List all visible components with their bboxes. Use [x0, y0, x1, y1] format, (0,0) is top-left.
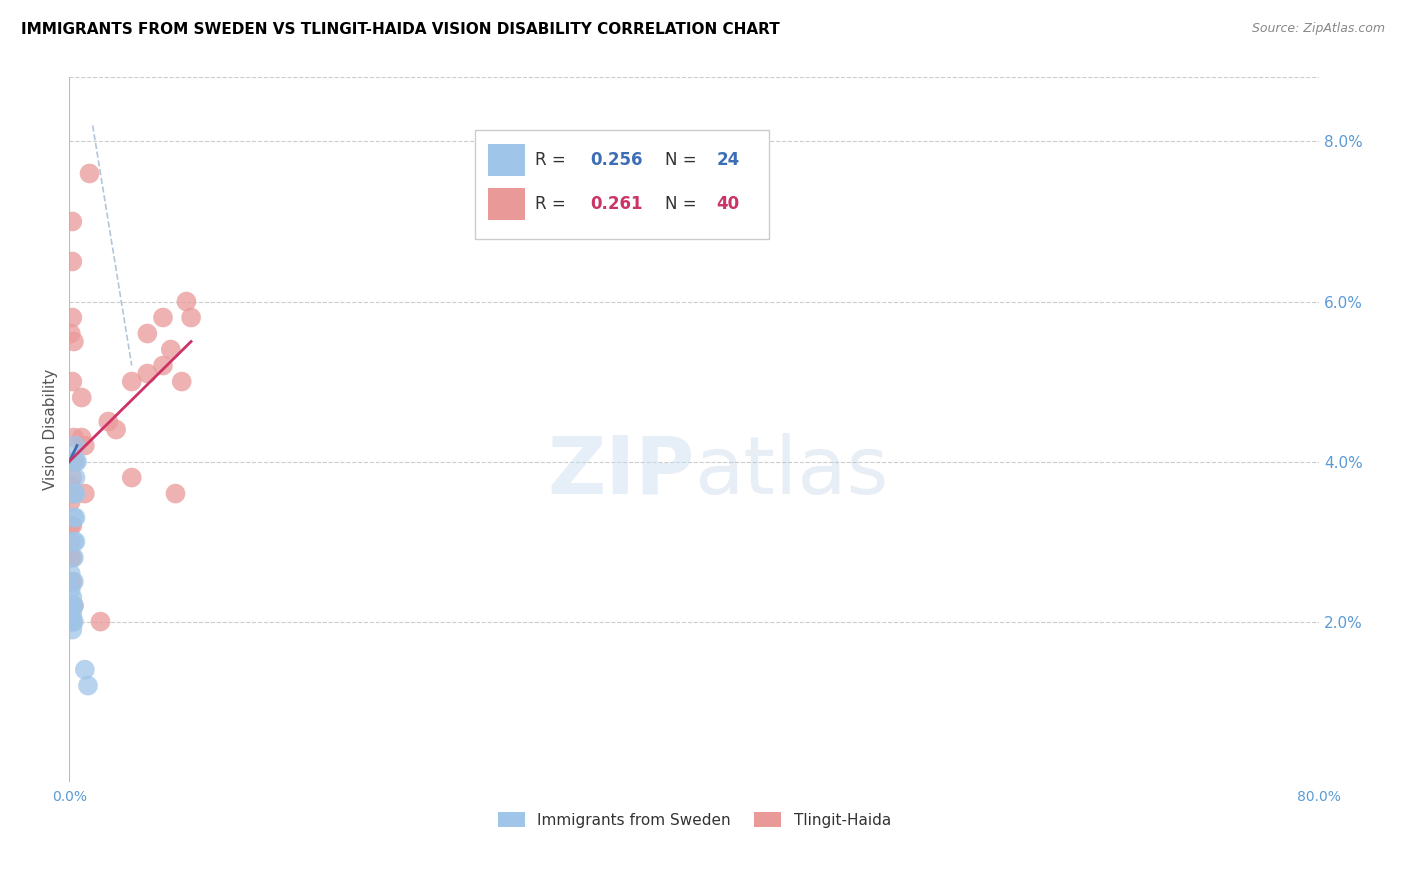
Text: R =: R = — [536, 152, 571, 169]
Text: IMMIGRANTS FROM SWEDEN VS TLINGIT-HAIDA VISION DISABILITY CORRELATION CHART: IMMIGRANTS FROM SWEDEN VS TLINGIT-HAIDA … — [21, 22, 780, 37]
Point — [105, 423, 128, 437]
Point — [70, 431, 93, 445]
Point — [59, 566, 82, 581]
Point — [59, 574, 82, 589]
Point — [59, 534, 82, 549]
Point — [60, 599, 83, 613]
Text: 40: 40 — [717, 195, 740, 213]
Text: N =: N = — [665, 152, 703, 169]
Point — [60, 470, 83, 484]
Point — [63, 334, 86, 349]
Point — [63, 550, 86, 565]
Text: Source: ZipAtlas.com: Source: ZipAtlas.com — [1251, 22, 1385, 36]
Point — [63, 599, 86, 613]
Point — [170, 375, 193, 389]
Text: 24: 24 — [717, 152, 740, 169]
Point — [60, 607, 83, 621]
Point — [59, 599, 82, 613]
Text: ZIP: ZIP — [547, 433, 695, 511]
Point — [63, 486, 86, 500]
Point — [121, 375, 143, 389]
Point — [77, 679, 100, 693]
Point — [136, 326, 159, 341]
Point — [65, 486, 87, 500]
Legend: Immigrants from Sweden, Tlingit-Haida: Immigrants from Sweden, Tlingit-Haida — [492, 806, 897, 834]
Y-axis label: Vision Disability: Vision Disability — [44, 369, 58, 491]
Text: N =: N = — [665, 195, 703, 213]
Point — [159, 343, 181, 357]
Point — [63, 510, 86, 524]
Point — [136, 367, 159, 381]
Point — [152, 359, 174, 373]
Point — [66, 454, 89, 468]
Point — [180, 310, 202, 325]
Point — [59, 582, 82, 597]
FancyBboxPatch shape — [488, 188, 526, 219]
Point — [121, 470, 143, 484]
FancyBboxPatch shape — [475, 130, 769, 239]
Point — [73, 486, 96, 500]
Point — [65, 470, 87, 484]
Point — [97, 415, 120, 429]
Point — [176, 294, 198, 309]
Point — [60, 615, 83, 629]
Point — [63, 574, 86, 589]
Point — [60, 254, 83, 268]
Text: R =: R = — [536, 195, 571, 213]
Point — [60, 623, 83, 637]
Point — [65, 454, 87, 468]
Point — [60, 214, 83, 228]
Point — [63, 431, 86, 445]
Point — [59, 518, 82, 533]
Point — [65, 510, 87, 524]
Point — [60, 591, 83, 605]
Text: atlas: atlas — [695, 433, 889, 511]
Point — [63, 454, 86, 468]
Point — [165, 486, 187, 500]
Point — [59, 494, 82, 508]
Point — [59, 478, 82, 492]
Point — [60, 518, 83, 533]
Point — [73, 663, 96, 677]
Point — [60, 310, 83, 325]
Point — [63, 486, 86, 500]
Text: 0.256: 0.256 — [591, 152, 643, 169]
Point — [60, 550, 83, 565]
Point — [152, 310, 174, 325]
FancyBboxPatch shape — [488, 145, 526, 176]
Point — [60, 375, 83, 389]
Point — [79, 166, 101, 180]
Point — [65, 534, 87, 549]
Point — [89, 615, 111, 629]
Point — [63, 615, 86, 629]
Point — [60, 574, 83, 589]
Text: 0.261: 0.261 — [591, 195, 643, 213]
Point — [59, 550, 82, 565]
Point — [63, 599, 86, 613]
Point — [63, 534, 86, 549]
Point — [70, 391, 93, 405]
Point — [65, 438, 87, 452]
Point — [60, 615, 83, 629]
Point — [59, 326, 82, 341]
Point — [73, 438, 96, 452]
